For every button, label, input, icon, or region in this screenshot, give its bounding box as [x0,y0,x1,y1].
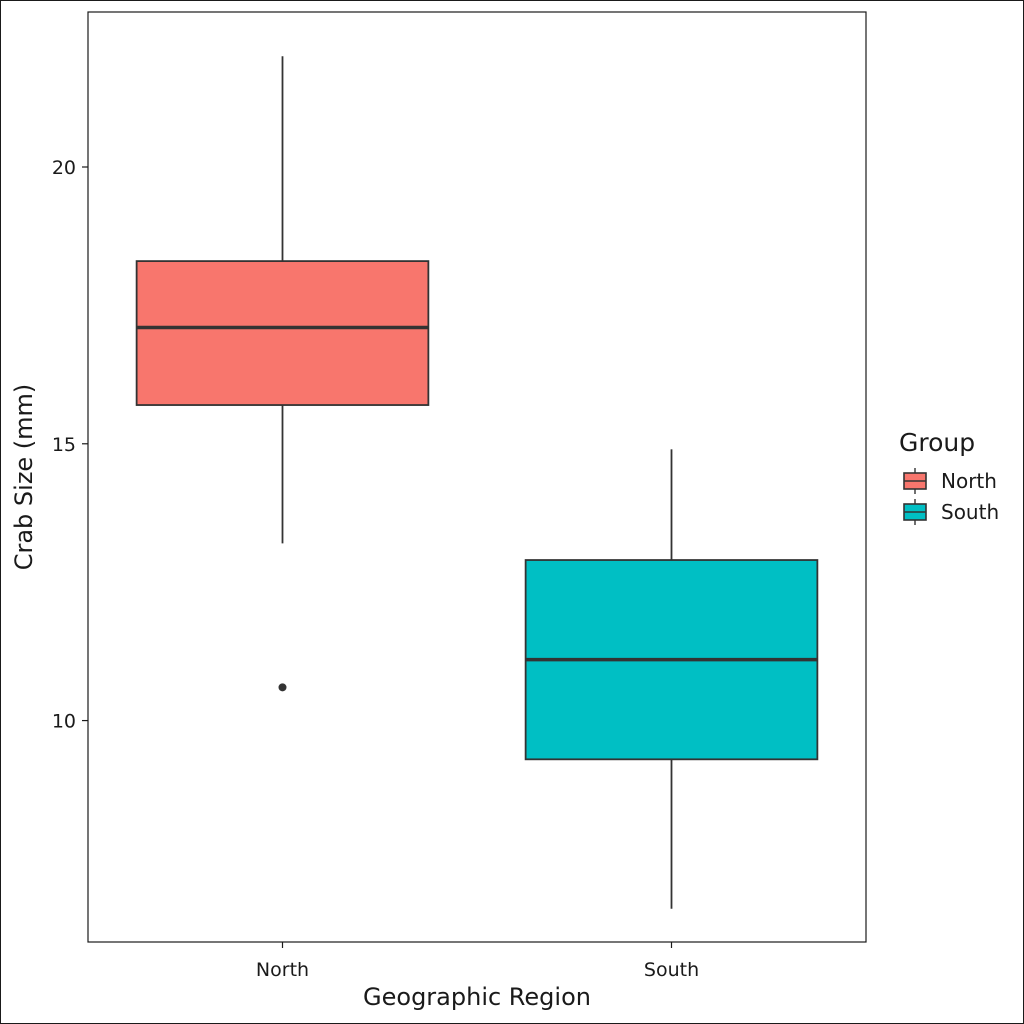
legend: Group North South [899,428,999,525]
outlier-point [278,683,287,692]
y-tick-label: 20 [52,157,76,179]
legend-label: North [941,469,997,493]
x-tick-label: South [644,959,699,981]
axes: 10 15 20 North South [52,11,867,981]
y-tick-label: 10 [52,711,76,733]
box-iqr [135,260,430,406]
legend-title: Group [899,428,975,457]
y-axis-title: Crab Size (mm) [10,384,38,571]
y-tick-label: 15 [52,434,76,456]
plot-area [135,56,819,909]
x-tick-label: North [256,959,309,981]
legend-label: South [941,500,999,524]
plot-panel-border [87,11,867,943]
x-axis-title: Geographic Region [363,983,591,1011]
